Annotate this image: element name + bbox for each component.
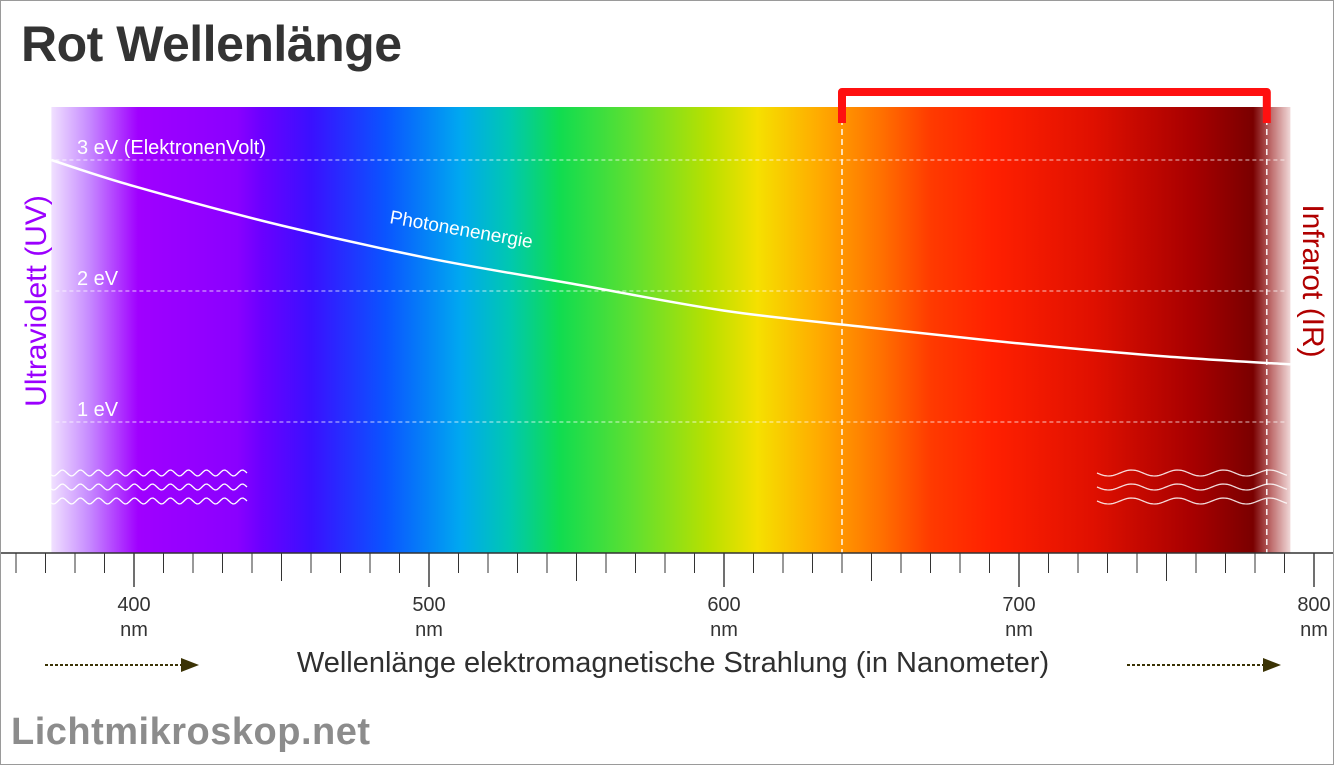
ev-label: 3 eV (ElektronenVolt)	[77, 137, 266, 159]
x-tick-unit: nm	[120, 619, 148, 641]
ir-wave	[1096, 469, 1288, 477]
x-tick-unit: nm	[1005, 619, 1033, 641]
ir-wave	[1096, 497, 1288, 505]
x-axis: 400 nm 500 nm 600 nm 700 nm 800 nm	[1, 552, 1333, 641]
x-tick-label: 500	[412, 594, 445, 616]
energy-gridlines: 3 eV (ElektronenVolt) 2 eV 1 eV	[55, 137, 1287, 423]
x-tick-label: 400	[117, 594, 150, 616]
page-title: Rot Wellenlänge	[21, 16, 402, 72]
ir-label: Infrarot (IR)	[1296, 204, 1329, 358]
uv-wave	[48, 469, 248, 477]
ev-label: 1 eV	[77, 399, 119, 421]
ir-wave	[1096, 483, 1288, 491]
red-range-highlight	[838, 88, 1271, 553]
uv-wave	[48, 497, 248, 505]
ev-label: 2 eV	[77, 268, 119, 290]
uv-label: Ultraviolett (UV)	[20, 195, 53, 407]
direction-arrow-head	[181, 658, 199, 672]
x-tick-unit: nm	[415, 619, 443, 641]
photon-energy-curve	[51, 158, 1291, 366]
red-range-bracket	[838, 88, 1271, 123]
spectrum-band	[51, 107, 1291, 553]
x-tick-label: 800	[1297, 594, 1330, 616]
direction-arrows	[45, 658, 1281, 672]
x-tick-unit: nm	[710, 619, 738, 641]
x-tick-label: 700	[1002, 594, 1035, 616]
site-brand: Lichtmikroskop.net	[11, 711, 371, 753]
uv-wave	[48, 483, 248, 491]
direction-arrow-head	[1263, 658, 1281, 672]
x-axis-label: Wellenlänge elektromagnetische Strahlung…	[296, 647, 1050, 679]
x-tick-unit: nm	[1300, 619, 1328, 641]
wave-decoration	[48, 469, 1288, 505]
x-tick-label: 600	[707, 594, 740, 616]
